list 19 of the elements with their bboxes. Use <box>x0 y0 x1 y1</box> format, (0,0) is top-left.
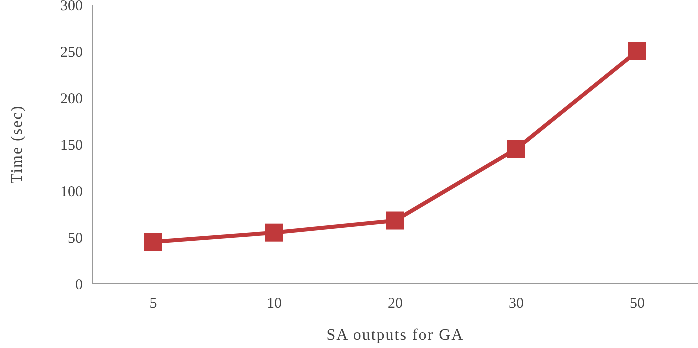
y-tick-label: 0 <box>76 277 83 294</box>
x-tick-label: 20 <box>388 296 403 312</box>
x-tick-label: 5 <box>150 296 158 312</box>
y-axis-title: Time (sec) <box>9 105 26 184</box>
y-tick-label: 150 <box>60 138 83 154</box>
y-tick-label: 250 <box>60 44 83 61</box>
y-tick-label: 100 <box>60 184 83 200</box>
point <box>386 212 404 230</box>
point <box>628 42 646 60</box>
x-axis-title: SA outputs for GA <box>326 327 464 344</box>
y-tick-label: 300 <box>60 0 83 14</box>
y-tick-label: 200 <box>60 91 83 108</box>
point <box>266 224 284 242</box>
point <box>144 233 162 252</box>
y-tick-label: 50 <box>68 230 83 247</box>
x-tick-label: 30 <box>509 296 524 312</box>
point <box>508 140 526 158</box>
x-tick-label: 50 <box>630 296 645 312</box>
x-tick-label: 10 <box>267 296 282 312</box>
